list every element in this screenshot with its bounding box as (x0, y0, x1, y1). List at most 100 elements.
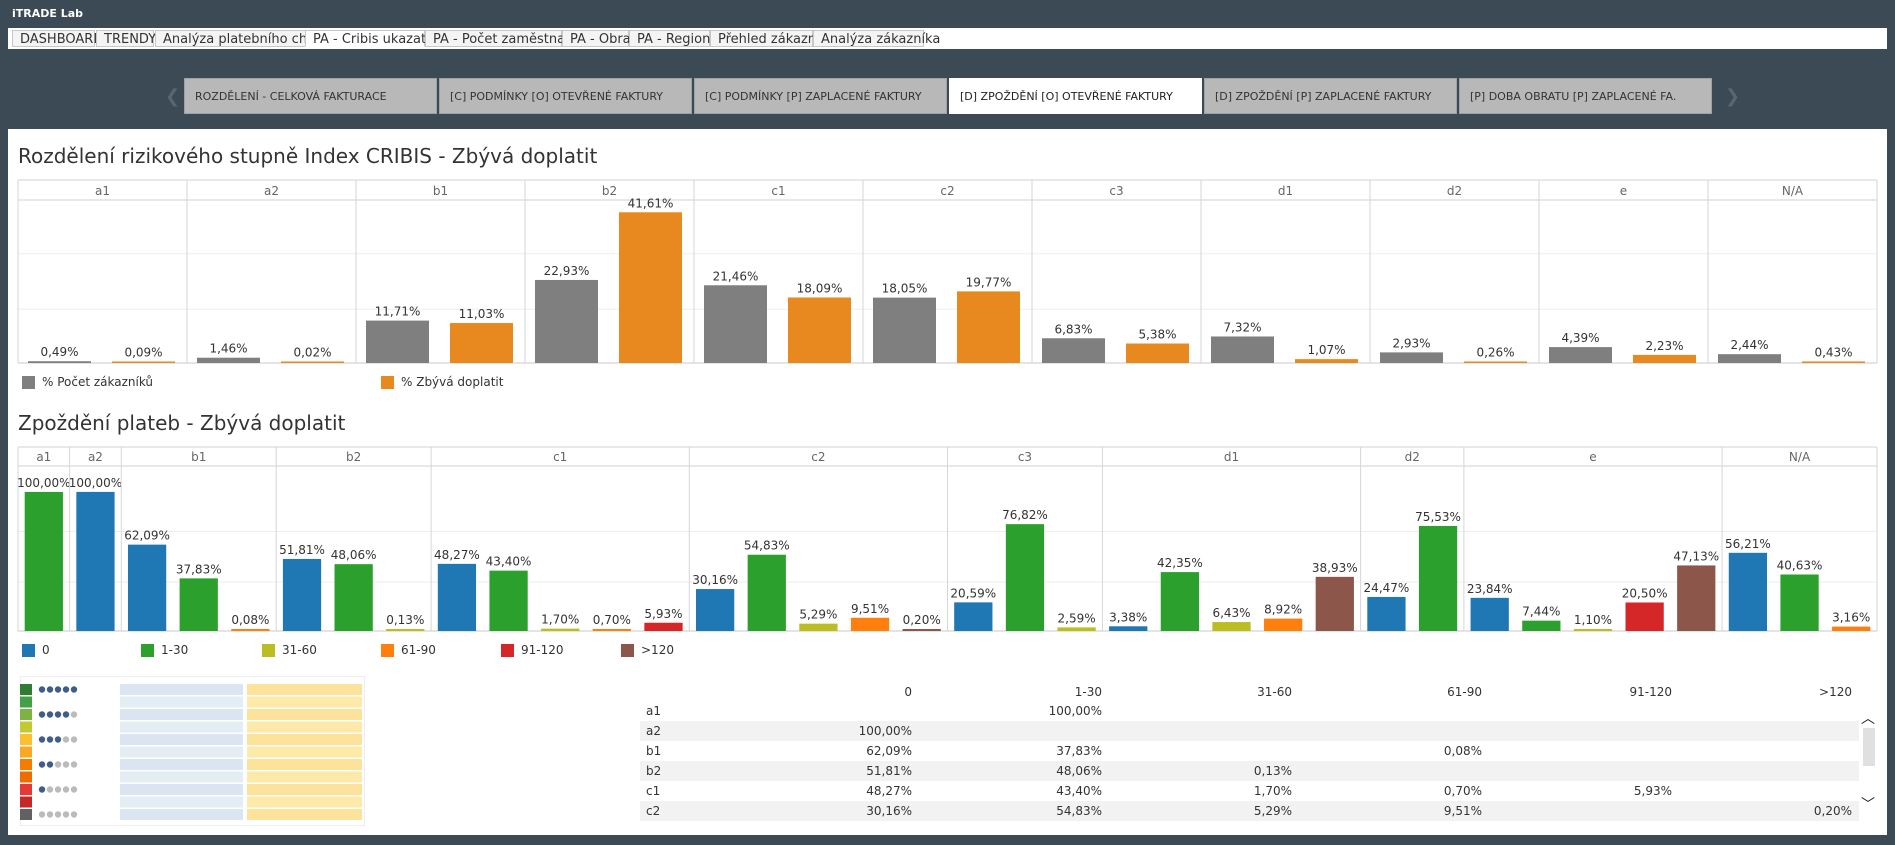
table-cell: 0,08% (1443, 744, 1482, 758)
chart1-category-label: d1 (1278, 184, 1293, 198)
chart1-bar (619, 212, 682, 363)
scrollbar-thumb[interactable] (1863, 728, 1875, 766)
tab-analyza-platebniho-chovani[interactable]: Analýza platebního chování (155, 30, 343, 47)
chart1-category-label: a2 (264, 184, 279, 198)
table-cell (1300, 821, 1490, 826)
chart1-category-label: c1 (771, 184, 785, 198)
subtab-zpozdeni-otevrene[interactable]: [D] ZPOŽDĚNÍ [O] OTEVŘENÉ FAKTURY (949, 78, 1202, 114)
table-cell: 37,83% (1056, 744, 1102, 758)
risk-rating-dot (46, 736, 54, 743)
chart1-data-label: 2,93% (1392, 336, 1430, 350)
risk-desc-cell (120, 696, 243, 708)
table-cell (1490, 701, 1680, 721)
tab-pa-regiony[interactable]: PA - Regiony (629, 30, 718, 47)
legend-swatch (141, 643, 154, 657)
tab-analyza-zakaznika[interactable]: Analýza zákazníka (813, 30, 940, 47)
legend-swatch (381, 375, 394, 389)
tab-prehled-zakazniku[interactable]: Přehled zákazníků (710, 30, 835, 47)
risk-note-cell (247, 809, 362, 820)
risk-desc-cell (120, 809, 243, 820)
table-row-label: c3 (640, 821, 700, 826)
table-row: a2 100,00% (640, 721, 1860, 741)
risk-rating-dot (38, 711, 46, 718)
legend-item: 31-60 (262, 643, 317, 657)
risk-note-cell (247, 796, 362, 808)
table-row: b2 51,81% 48,06% 0,13% (640, 761, 1860, 781)
risk-rating-dot (54, 736, 62, 743)
table-cell: 51,81% (700, 761, 920, 781)
chart1-bar (1042, 338, 1105, 363)
risk-desc-cell (120, 734, 243, 745)
chart1-data-label: 1,46% (209, 342, 247, 356)
risk-desc-cell (120, 771, 243, 783)
chart1-bar (112, 361, 175, 363)
table-cell (1300, 721, 1490, 741)
table-cell: 62,09% (866, 744, 912, 758)
table-cell: 100,00% (1048, 704, 1102, 718)
legend-label: 1-30 (161, 643, 189, 657)
table-cell (1680, 781, 1860, 801)
chart1-category-label: e (1620, 184, 1627, 198)
legend-swatch (501, 643, 514, 657)
chart1-data-label: 18,05% (882, 282, 928, 296)
risk-desc-cell (120, 784, 243, 795)
chart1-data-label: 1,07% (1307, 343, 1345, 357)
risk-desc-cell (120, 684, 243, 695)
chart1-bar (1802, 361, 1865, 363)
table-column-header: 1-30 (1074, 685, 1102, 699)
risk-rating-dot (46, 686, 54, 693)
risk-rating-dot (70, 711, 78, 718)
risk-grade-swatch (20, 784, 32, 795)
chart1-data-label: 18,09% (797, 281, 843, 295)
table-cell: 0,13% (1110, 761, 1300, 781)
subtab-podminky-zaplacene[interactable]: [C] PODMÍNKY [P] ZAPLACENÉ FAKTURY (694, 78, 947, 114)
chart1-bar (1718, 354, 1781, 363)
table-cell: 2,59% (1110, 821, 1300, 826)
table-cell (700, 701, 920, 721)
subtab-rozdeleni-celkova-fakturace[interactable]: ROZDĚLENÍ - CELKOVÁ FAKTURACE (184, 78, 437, 114)
tab-pa-cribis-ukazatele[interactable]: PA - Cribis ukazatele (305, 30, 446, 47)
legend-swatch (22, 375, 35, 389)
tab-trendy[interactable]: TRENDY (96, 30, 156, 47)
risk-note-cell (247, 771, 362, 783)
risk-grade-swatch (20, 771, 32, 783)
risk-rating-dot (70, 736, 78, 743)
subtab-zpozdeni-zaplacene[interactable]: [D] ZPOŽDĚNÍ [P] ZAPLACENÉ FAKTURY (1204, 78, 1457, 114)
chart1-data-label: 4,39% (1561, 331, 1599, 345)
table-cell (1300, 761, 1490, 781)
table-cell (1110, 701, 1300, 721)
chevron-down-icon[interactable]: ﹀ (1861, 797, 1875, 813)
risk-grade-swatch (20, 796, 32, 808)
chevron-left-icon[interactable]: ❮ (165, 86, 181, 107)
tab-pa-obrat[interactable]: PA - Obrat (562, 30, 636, 47)
table-cell: 76,82% (920, 821, 1110, 826)
chart1-bar (1380, 352, 1443, 363)
table-scrollbar[interactable]: ︿ ﹀ (1859, 700, 1877, 826)
risk-note-cell (247, 696, 362, 708)
subtab-doba-obratu[interactable]: [P] DOBA OBRATU [P] ZAPLACENÉ FA. (1459, 78, 1712, 114)
chart1-bar (535, 279, 598, 363)
risk-rating-dot (46, 811, 54, 818)
legend-item: 0 (22, 643, 50, 657)
table-cell: 30,16% (700, 801, 920, 821)
table-cell (1110, 721, 1300, 741)
tab-dashboard[interactable]: DASHBOARD (12, 30, 103, 47)
table-row: c2 30,16% 54,83% 5,29% 9,51% 0,20% (640, 801, 1860, 821)
subtab-podminky-otevrene[interactable]: [C] PODMÍNKY [O] OTEVŘENÉ FAKTURY (439, 78, 692, 114)
legend-item: 61-90 (381, 643, 436, 657)
legend-label: % Počet zákazníků (42, 375, 154, 389)
table-cell: 9,51% (1300, 801, 1490, 821)
legend-item-zbyva: % Zbývá doplatit (381, 375, 503, 389)
tab-pa-pocet-zamestnancu[interactable]: PA - Počet zaměstnanců (425, 30, 589, 47)
chart1-bar (873, 297, 936, 363)
chart1-bar (788, 297, 851, 363)
chart1-bar (281, 361, 344, 363)
table-column-header: 91-120 (1629, 685, 1672, 699)
chart1-bar (450, 323, 513, 363)
chevron-right-icon[interactable]: ❯ (1725, 86, 1741, 107)
legend-label: 0 (42, 643, 50, 657)
chevron-up-icon[interactable]: ︿ (1861, 711, 1875, 727)
table-cell: 54,83% (920, 801, 1110, 821)
table-cell (920, 721, 1110, 741)
